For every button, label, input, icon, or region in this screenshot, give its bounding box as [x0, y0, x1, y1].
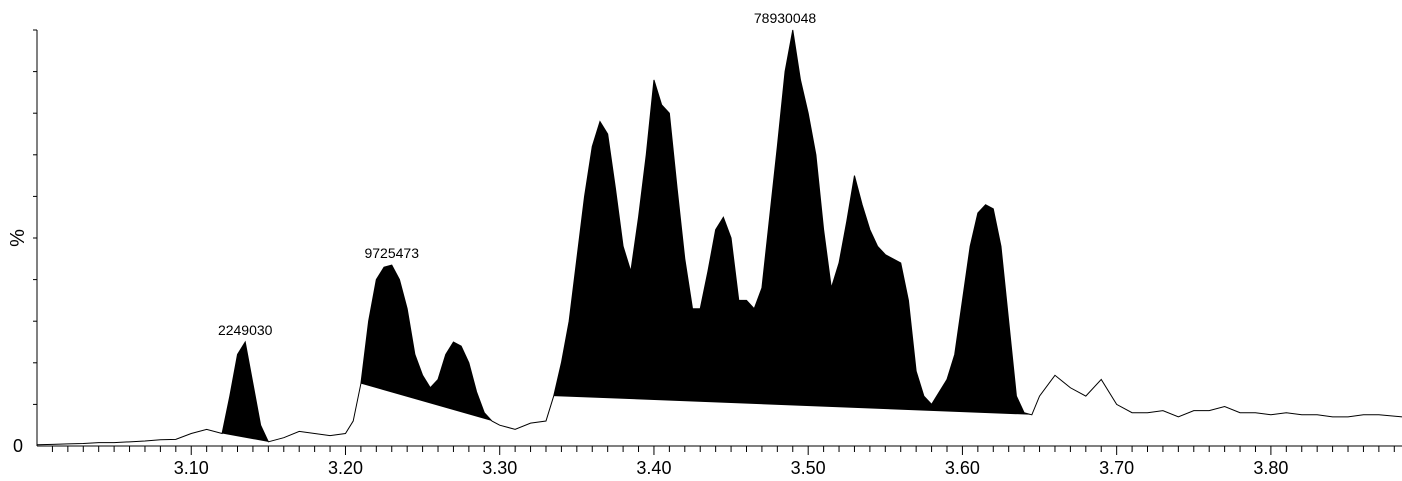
- x-tick-label: 3.60: [945, 458, 980, 478]
- x-tick-label: 3.30: [482, 458, 517, 478]
- chromatogram-trace: [36, 29, 1402, 446]
- x-tick-label: 3.20: [328, 458, 363, 478]
- x-tick-label: 3.50: [791, 458, 826, 478]
- integrated-peak-3: [553, 30, 1032, 415]
- x-tick-label: 3.70: [1099, 458, 1134, 478]
- y-tick-label-zero: 0: [13, 436, 23, 456]
- peak-fills: [222, 30, 1032, 442]
- peak-area-label: 2249030: [218, 322, 273, 338]
- integrated-peak-2: [360, 265, 492, 422]
- y-axis-ticks: [33, 29, 37, 405]
- x-axis-ticks: [51, 446, 1395, 455]
- peak-area-label: 78930048: [754, 10, 817, 26]
- peak-labels: 2249030 9725473 78930048: [218, 10, 816, 338]
- x-tick-label: 3.10: [174, 458, 209, 478]
- x-tick-label: 3.40: [636, 458, 671, 478]
- integrated-peak-1: [222, 342, 269, 442]
- x-tick-labels: 3.10 3.20 3.30 3.40 3.50 3.60 3.70 3.80: [174, 458, 1289, 478]
- x-tick-label: 3.80: [1253, 458, 1288, 478]
- y-axis-label: %: [7, 229, 29, 247]
- peak-area-label: 9725473: [364, 245, 419, 261]
